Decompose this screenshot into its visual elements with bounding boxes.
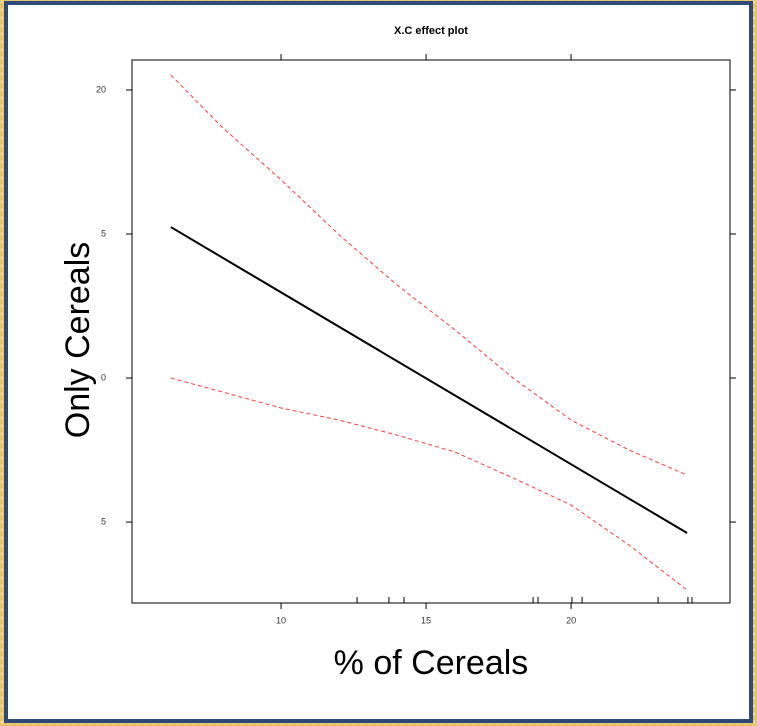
y-tick-label: 20 xyxy=(96,84,106,94)
chart-title: X.C effect plot xyxy=(394,25,468,37)
x-axis-label: % of Cereals xyxy=(334,644,529,682)
confidence-band-line xyxy=(170,74,688,476)
x-tick-label: 15 xyxy=(421,615,431,625)
y-axis-label: Only Cereals xyxy=(59,242,97,439)
plot-frame xyxy=(131,59,731,604)
content-panel xyxy=(4,1,753,723)
y-tick-label: 5 xyxy=(101,228,106,238)
y-tick-label: 0 xyxy=(101,372,106,382)
fit-line xyxy=(170,226,688,534)
x-tick-label: 10 xyxy=(276,615,286,625)
x-tick-label: 20 xyxy=(566,615,576,625)
y-tick-label: 5 xyxy=(101,516,106,526)
confidence-band-line xyxy=(170,377,688,591)
